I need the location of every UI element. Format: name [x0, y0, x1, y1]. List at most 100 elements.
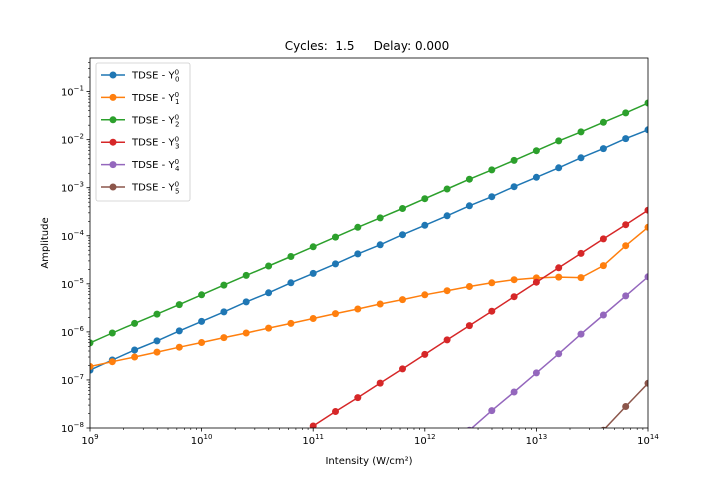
y-tick-label: 10−1: [61, 85, 84, 99]
data-point: [175, 301, 183, 309]
data-point: [332, 233, 339, 241]
y-tick-exponent: −1: [74, 85, 84, 93]
x-tick-exponent: 9: [94, 433, 98, 441]
data-point: [354, 250, 362, 258]
series-line: [90, 226, 648, 368]
data-point: [421, 221, 429, 229]
series-4: [466, 273, 648, 428]
legend-swatch-marker: [109, 93, 117, 101]
legend-label-text: TDSE - Y: [131, 160, 175, 171]
data-point: [644, 99, 648, 107]
legend-entry: TDSE - Y0 2: [101, 113, 180, 128]
data-point: [153, 348, 161, 356]
data-point: [399, 205, 406, 212]
data-point: [443, 185, 451, 193]
data-point: [242, 271, 250, 279]
data-point: [175, 343, 183, 351]
x-tick-label: 1010: [191, 433, 213, 447]
data-point: [376, 300, 384, 308]
data-point: [577, 274, 585, 282]
data-point: [287, 319, 295, 327]
data-point: [622, 221, 630, 229]
data-point: [465, 322, 473, 330]
legend-label-subscript: 3: [175, 143, 179, 151]
x-tick-exponent: 12: [427, 433, 436, 441]
legend-label-subscript: 1: [175, 98, 179, 106]
y-tick-exponent: −3: [74, 181, 84, 189]
y-tick-label: 10−3: [61, 181, 84, 195]
legend-entry: TDSE - Y0 4: [101, 158, 180, 173]
legend-label-subscript: 2: [175, 120, 179, 128]
data-point: [644, 126, 648, 134]
data-point: [465, 202, 473, 210]
y-tick-exponent: −6: [74, 325, 85, 333]
data-point: [644, 379, 648, 387]
legend-label-subscript: 5: [175, 188, 179, 196]
series-1: [90, 223, 648, 370]
data-point: [465, 175, 473, 183]
data-point: [622, 135, 630, 143]
data-point: [510, 276, 518, 284]
data-point: [622, 242, 630, 250]
legend-label-superscript: 0: [175, 113, 179, 121]
data-point: [510, 388, 518, 396]
legend-label-text: TDSE - Y: [131, 138, 175, 149]
legend-label: TDSE - Y0 5: [131, 181, 180, 196]
data-point: [242, 329, 250, 337]
x-tick-base: 10: [526, 436, 539, 447]
y-tick-exponent: −2: [74, 133, 84, 141]
legend-label: TDSE - Y0 3: [131, 136, 180, 151]
y-tick-exponent: −4: [74, 229, 85, 237]
y-tick-label: 10−5: [61, 277, 84, 291]
data-point: [421, 195, 429, 203]
y-axis: 10−810−710−610−510−410−310−210−1: [61, 62, 90, 435]
x-tick-label: 1012: [414, 433, 436, 447]
x-axis: 109 1010 1011 1012 1013 1014: [81, 428, 659, 447]
data-point: [555, 264, 563, 272]
data-point: [555, 164, 563, 172]
data-point: [354, 305, 362, 313]
data-point: [376, 379, 384, 387]
x-tick-exponent: 10: [204, 433, 213, 441]
y-tick-base: 10: [61, 88, 74, 99]
data-point: [90, 363, 94, 370]
legend-label-text: TDSE - Y: [131, 115, 175, 126]
data-point: [376, 214, 384, 222]
legend-label-superscript: 0: [175, 69, 179, 77]
data-point: [599, 262, 607, 270]
legend-label: TDSE - Y0 0: [131, 69, 180, 84]
data-point: [198, 291, 206, 299]
legend-label-subscript: 4: [175, 165, 180, 173]
data-point: [577, 128, 585, 136]
y-tick-label: 10−8: [61, 421, 84, 435]
series-0: [90, 126, 648, 374]
x-tick-label: 1013: [526, 433, 548, 447]
y-tick-base: 10: [61, 136, 74, 147]
data-point: [309, 422, 317, 428]
x-tick-exponent: 13: [538, 433, 547, 441]
legend-label-superscript: 0: [175, 181, 179, 189]
y-tick-base: 10: [61, 424, 74, 435]
data-point: [532, 369, 540, 377]
data-point: [354, 223, 362, 231]
y-tick-label: 10−6: [61, 325, 85, 339]
data-point: [555, 350, 563, 358]
data-point: [220, 334, 228, 342]
data-point: [131, 353, 139, 361]
x-tick-label: 1014: [637, 433, 659, 447]
data-point: [242, 298, 250, 306]
x-tick-base: 10: [302, 436, 315, 447]
data-point: [309, 269, 317, 277]
y-tick-base: 10: [61, 376, 74, 387]
x-tick-label: 1011: [302, 433, 324, 447]
legend-entry: TDSE - Y0 1: [101, 91, 180, 106]
legend-entry: TDSE - Y0 0: [101, 69, 180, 84]
data-point: [510, 156, 518, 164]
data-point: [376, 241, 384, 249]
data-point: [332, 408, 339, 415]
data-point: [644, 206, 648, 214]
data-point: [131, 346, 139, 354]
data-point: [555, 273, 563, 281]
x-tick-exponent: 14: [650, 433, 659, 441]
